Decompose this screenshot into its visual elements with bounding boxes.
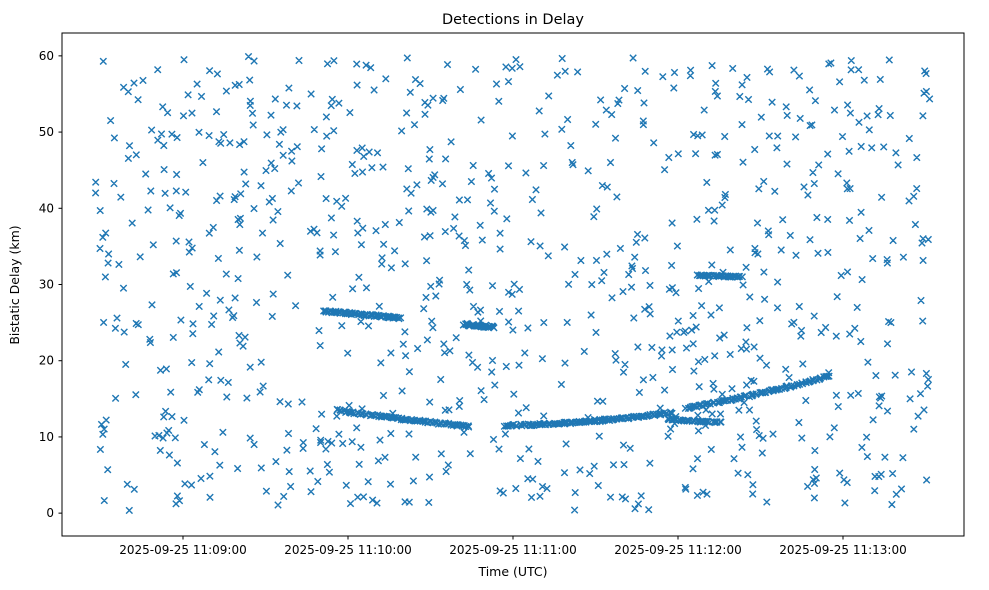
y-tick-label: 30 [39,278,54,292]
y-tick-label: 50 [39,125,54,139]
y-tick-label: 20 [39,354,54,368]
y-tick-label: 40 [39,201,54,215]
y-tick-label: 60 [39,49,54,63]
y-tick-label: 0 [46,506,54,520]
y-axis-ticks: 0 10 20 30 40 50 60 [39,49,62,520]
scatter-markers [91,52,934,515]
x-axis-ticks: 2025-09-25 11:09:00 2025-09-25 11:10:00 20… [119,536,907,557]
x-tick-label: 2025-09-25 11:09:00 [119,543,246,557]
x-tick-label: 2025-09-25 11:12:00 [614,543,741,557]
x-axis-label: Time (UTC) [477,564,547,579]
x-tick-label: 2025-09-25 11:13:00 [779,543,906,557]
x-tick-label: 2025-09-25 11:10:00 [284,543,411,557]
y-axis-label: Bistatic Delay (km) [7,225,22,344]
x-tick-label: 2025-09-25 11:11:00 [449,543,576,557]
chart-title: Detections in Delay [442,12,584,28]
y-tick-label: 10 [39,430,54,444]
